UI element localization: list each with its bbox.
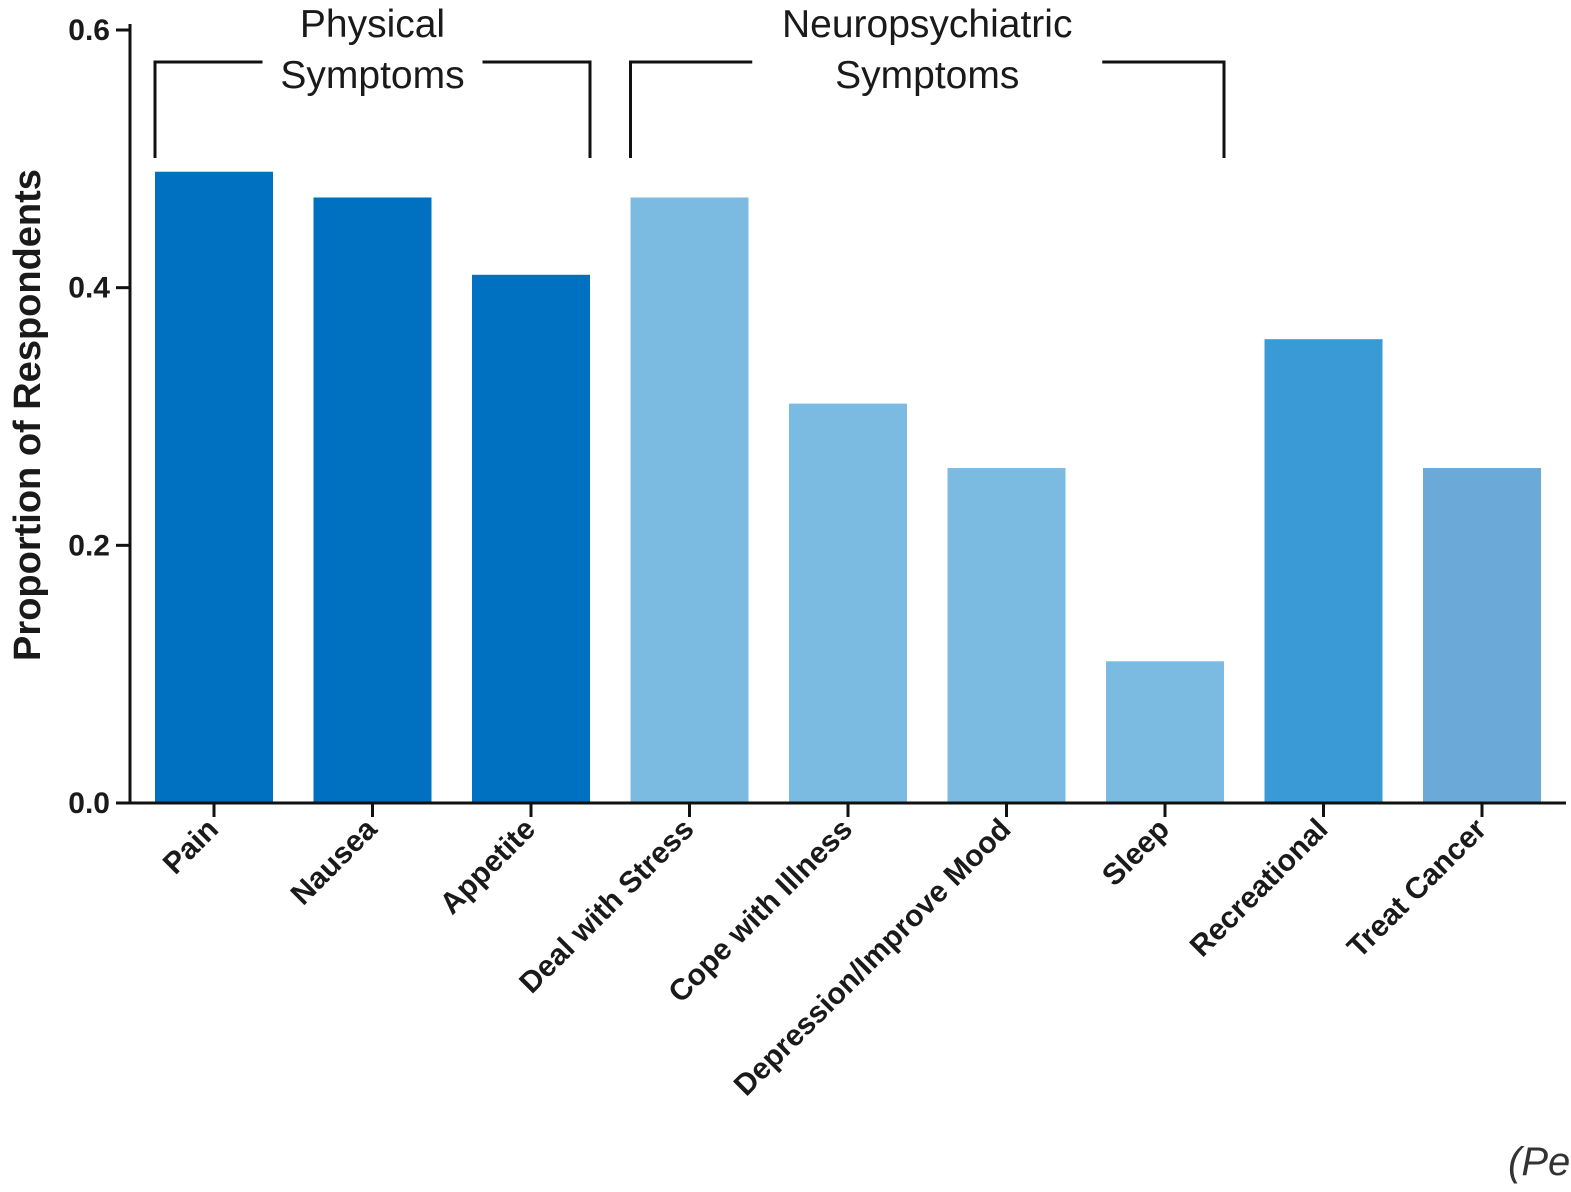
bar-7 xyxy=(1106,661,1224,803)
group-label-line1: Physical xyxy=(300,3,445,46)
group-label-line2: Symptoms xyxy=(280,54,464,97)
bars-layer xyxy=(155,171,1541,803)
group-label-line2: Symptoms xyxy=(835,54,1019,97)
bar-2 xyxy=(313,197,432,803)
x-tick-label: Sleep xyxy=(1096,813,1176,893)
group-label-line1: Neuropsychiatric xyxy=(782,3,1072,46)
x-tick-label: Depression/Improve Mood xyxy=(728,813,1018,1103)
x-tick-label: Nausea xyxy=(285,812,384,911)
y-axis-title: Proportion of Respondents xyxy=(7,169,49,661)
y-tick-label: 0.6 xyxy=(68,14,110,47)
x-tick-label: Pain xyxy=(157,813,225,881)
y-tick-label: 0.4 xyxy=(68,272,110,305)
bar-4 xyxy=(630,197,749,803)
y-tick-label: 0.2 xyxy=(68,529,110,562)
x-tick-label: Deal with Stress xyxy=(513,813,700,1000)
bar-3 xyxy=(472,274,590,803)
x-tick-label: Appetite xyxy=(434,813,542,921)
y-tick-label: 0.0 xyxy=(68,787,110,820)
bar-5 xyxy=(789,403,907,803)
axes-layer: 0.0 0.2 0.4 0.6 xyxy=(68,14,1566,820)
x-tick-label: Treat Cancer xyxy=(1341,812,1493,964)
bar-9 xyxy=(1423,468,1541,803)
source-note: (Pe xyxy=(1508,1140,1570,1184)
x-tick-label: Recreational xyxy=(1184,813,1335,964)
group-bracket xyxy=(629,60,1226,158)
group-bracket xyxy=(153,60,592,158)
bar-6 xyxy=(947,468,1066,803)
bar-8 xyxy=(1264,339,1383,803)
bar-1 xyxy=(155,171,273,803)
group-brackets-layer: Physical Symptoms Neuropsychiatric Symptoms xyxy=(153,3,1226,158)
